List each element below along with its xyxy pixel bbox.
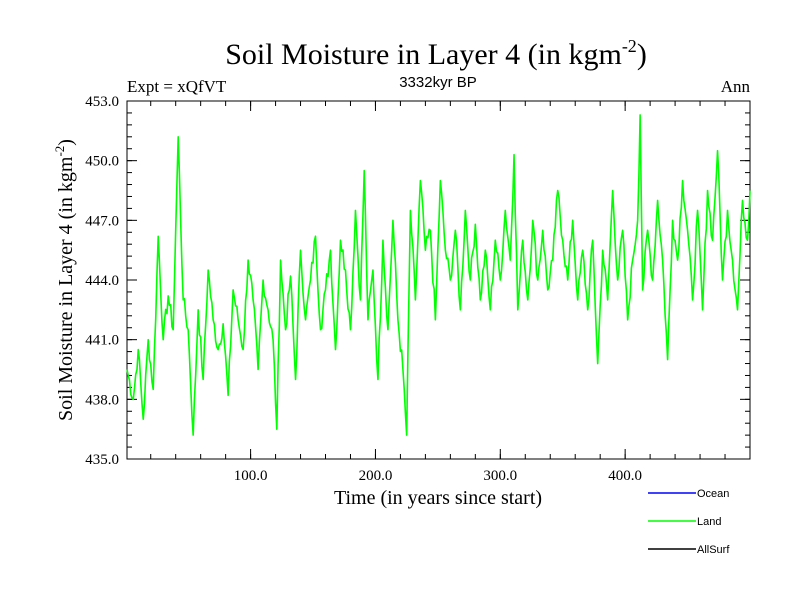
plot-frame	[126, 100, 751, 460]
y-tick-label: 441.0	[85, 333, 119, 349]
chart-title-main: Soil Moisture in Layer 4 (in kgm	[225, 38, 622, 71]
series-line-land	[126, 114, 751, 436]
chart-title-sup: -2	[622, 36, 637, 56]
chart-title-suffix: )	[637, 38, 647, 71]
y-tick-label: 453.0	[85, 94, 119, 110]
y-tick-label: 447.0	[85, 213, 119, 229]
y-tick-label: 435.0	[85, 452, 119, 468]
x-tick-label: 200.0	[359, 468, 393, 484]
y-axis-label-sup: -2	[52, 146, 67, 157]
y-axis-label-suffix: )	[55, 139, 77, 146]
legend: Ocean Land AllSurf	[648, 488, 730, 556]
series-layer	[126, 114, 751, 436]
chart-title: Soil Moisture in Layer 4 (in kgm-2)	[225, 36, 647, 71]
x-axis-label: Time (in years since start)	[334, 487, 542, 509]
y-tick-label: 450.0	[85, 154, 119, 170]
subtitle-experiment: Expt = xQfVT	[127, 77, 227, 96]
y-axis: 435.0 438.0 441.0 444.0 447.0 450.0 453.0	[85, 94, 750, 468]
x-tick-label: 300.0	[483, 468, 517, 484]
y-tick-label: 444.0	[85, 273, 119, 289]
legend-label-ocean: Ocean	[697, 488, 729, 500]
legend-label-land: Land	[697, 516, 721, 528]
y-axis-label: Soil Moisture in Layer 4 (in kgm-2)	[52, 139, 77, 421]
legend-label-allsurf: AllSurf	[697, 544, 730, 556]
y-tick-label: 438.0	[85, 392, 119, 408]
y-axis-label-main: Soil Moisture in Layer 4 (in kgm	[55, 156, 77, 421]
x-tick-label: 400.0	[608, 468, 642, 484]
subtitle-period: 3332kyr BP	[399, 74, 477, 91]
x-tick-label: 100.0	[234, 468, 268, 484]
subtitle-season: Ann	[721, 77, 751, 96]
x-axis: 100.0 200.0 300.0 400.0	[150, 101, 726, 484]
